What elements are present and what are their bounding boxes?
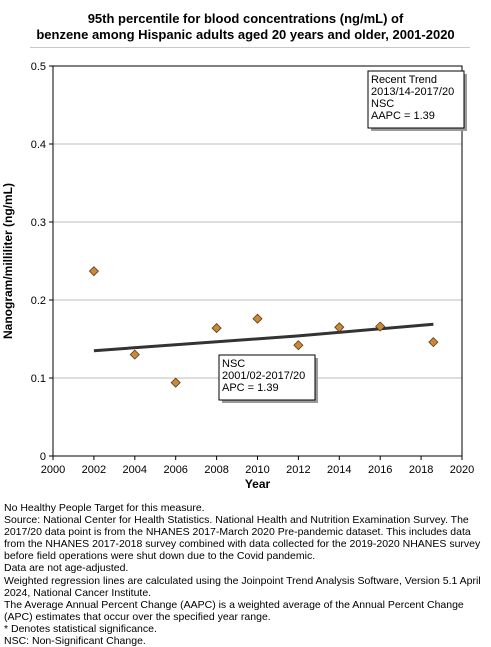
data-point	[129, 349, 140, 360]
annotation-line: NSC	[222, 358, 245, 370]
footnote-target: No Healthy People Target for this measur…	[4, 502, 205, 514]
x-axis-ticks: 2000 2002 2004 2006 2008 2010 2012 2014 2016 2018…	[41, 456, 474, 476]
y-tick-label: 0.4	[31, 139, 46, 151]
title-divider	[30, 47, 470, 48]
data-point	[293, 340, 304, 351]
annotation-line: 2001/02-2017/20	[222, 370, 305, 382]
annotation-box	[218, 354, 316, 401]
y-axis-ticks: 0 0.1 0.2 0.3 0.4 0.5	[31, 61, 53, 463]
data-point	[211, 323, 222, 334]
gridlines	[53, 143, 462, 379]
x-tick-label: 2008	[204, 464, 228, 476]
data-point	[334, 322, 345, 333]
x-tick-label: 2020	[450, 464, 474, 476]
footnotes: No Healthy People Target for this measur…	[4, 502, 488, 647]
annotation-line: APC = 1.39	[222, 382, 279, 394]
annotation-line: Recent Trend	[371, 74, 437, 86]
data-point	[170, 377, 181, 388]
annotation-box	[367, 70, 465, 129]
chart-title-line-2: benzene among Hispanic adults aged 20 ye…	[36, 27, 455, 42]
x-tick-label: 2004	[123, 464, 147, 476]
chart-title: 95th percentile for blood concentrations…	[0, 11, 491, 43]
footnote-aapc: The Average Annual Percent Change (AAPC)…	[4, 598, 464, 623]
x-axis-title: Year	[245, 477, 271, 491]
x-tick-label: 2016	[368, 464, 392, 476]
footnote-age-adjust: Data are not age-adjusted.	[4, 562, 129, 575]
x-tick-label: 2002	[82, 464, 106, 476]
data-point	[88, 266, 99, 277]
footnote-nsc: NSC: Non-Significant Change.	[4, 635, 146, 647]
x-tick-label: 2014	[327, 464, 351, 476]
annotation-line: NSC	[371, 98, 394, 110]
data-point	[428, 337, 439, 348]
chart-plot: 0 0.1 0.2 0.3 0.4 0.5 2000 2002 2004 2006 2008 201…	[1, 61, 474, 491]
trend-line	[93, 322, 434, 353]
annotation-line: 2013/14-2017/20	[371, 86, 454, 98]
y-tick-label: 0.2	[31, 295, 46, 307]
data-point	[252, 313, 263, 324]
x-tick-label: 2006	[163, 464, 187, 476]
y-tick-label: 0.1	[31, 373, 46, 385]
footnote-significance: * Denotes statistical significance.	[4, 622, 157, 635]
data-point	[375, 321, 386, 332]
x-tick-label: 2000	[41, 464, 65, 476]
chart-title-line-1: 95th percentile for blood concentrations…	[87, 11, 404, 26]
trend-line-group	[93, 322, 434, 353]
y-tick-label: 0	[40, 451, 46, 463]
x-tick-label: 2018	[409, 464, 433, 476]
annotation-line: AAPC = 1.39	[371, 110, 435, 122]
data-points	[88, 266, 439, 388]
y-axis-title: Nanogram/milliliter (ng/mL)	[1, 183, 15, 339]
footnote-source: Source: National Center for Health Stati…	[4, 514, 481, 563]
y-tick-label: 0.5	[31, 61, 46, 73]
x-tick-label: 2010	[245, 464, 269, 476]
x-tick-label: 2012	[286, 464, 310, 476]
y-tick-label: 0.3	[31, 217, 46, 229]
footnote-regression: Weighted regression lines are calculated…	[4, 574, 481, 599]
